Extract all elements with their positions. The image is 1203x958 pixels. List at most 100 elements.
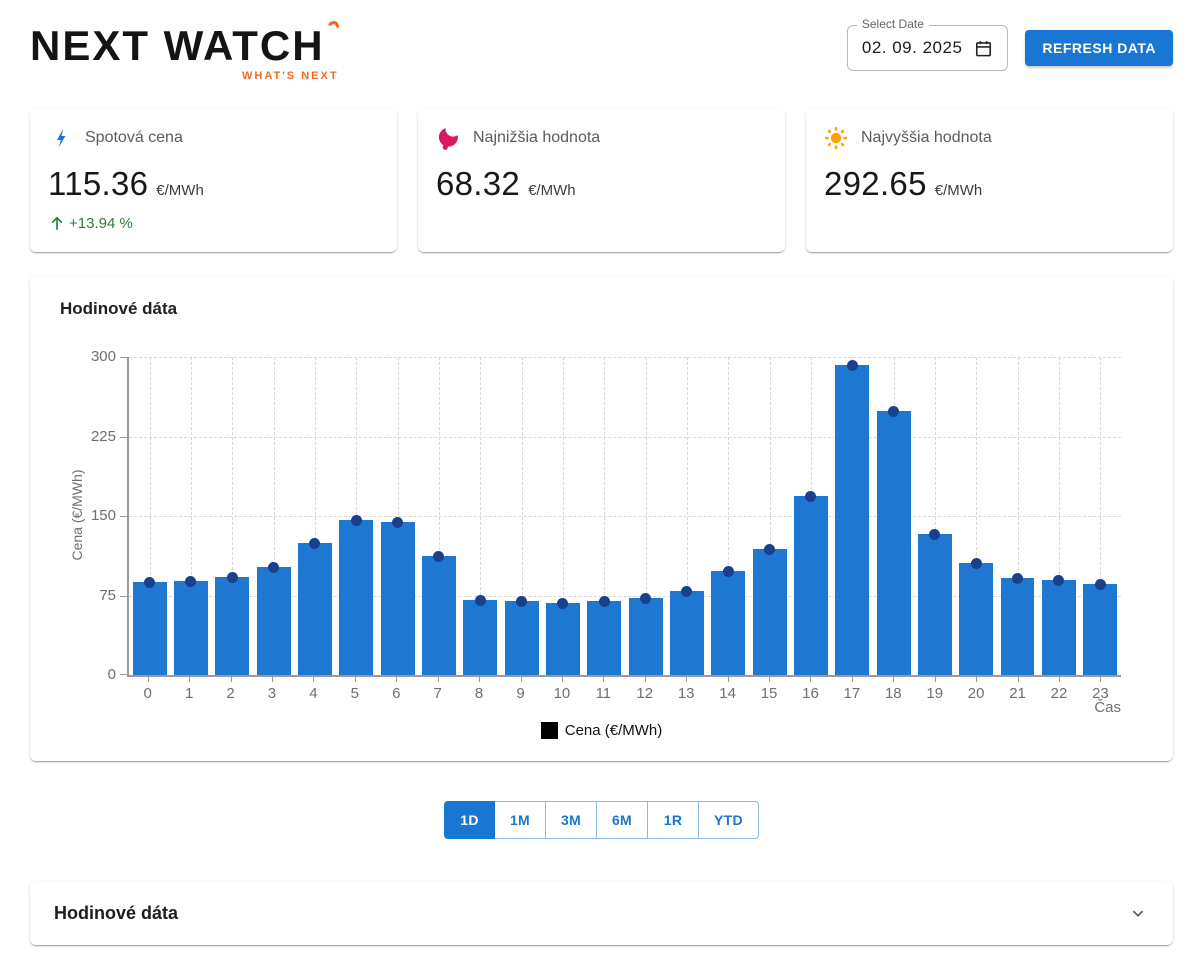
y-axis-tick — [120, 516, 129, 517]
bar-hour-6[interactable] — [380, 517, 415, 675]
gridline-v — [1100, 357, 1102, 675]
bar-slot — [832, 357, 873, 675]
header: NEXT WATCH WHAT'S NEXT Select Date 02. 0… — [0, 0, 1203, 82]
bar-slot — [129, 357, 170, 675]
bar-slot — [625, 357, 666, 675]
gridline-h — [129, 595, 1121, 597]
bar-hour-22[interactable] — [1041, 574, 1076, 675]
legend-swatch — [540, 722, 558, 739]
x-tick-label: 17 — [831, 677, 872, 702]
data-point — [350, 514, 362, 526]
x-tick-label: 16 — [790, 677, 831, 702]
x-axis-tick — [851, 677, 853, 682]
stat-card-spot-price: Spotová cena 115.36 €/MWh +13.94 % — [30, 109, 397, 252]
calendar-icon[interactable] — [974, 39, 993, 58]
sun-icon — [824, 126, 848, 150]
bar-hour-11[interactable] — [587, 595, 622, 675]
bar-hour-16[interactable] — [793, 491, 828, 675]
bar-hour-17[interactable] — [835, 359, 870, 675]
x-tick-label: 10 — [541, 677, 582, 702]
gridline-v — [314, 357, 316, 675]
y-tick-label: 150 — [90, 507, 116, 524]
gridline-h — [129, 516, 1121, 517]
gridline-v — [438, 357, 440, 675]
range-button-3m[interactable]: 3M — [546, 801, 597, 839]
x-axis-tick — [1100, 677, 1102, 682]
x-axis-tick — [561, 677, 563, 682]
bar-hour-14[interactable] — [711, 566, 746, 675]
x-tick-label: 0 — [127, 677, 168, 702]
gridline-v — [232, 357, 234, 675]
x-tick-label: 1 — [168, 677, 209, 702]
bar-hour-5[interactable] — [339, 514, 374, 675]
bar-hour-23[interactable] — [1083, 578, 1118, 675]
gridline-v — [934, 357, 936, 675]
bar-slot — [749, 357, 790, 675]
x-tick-label: 20 — [955, 677, 996, 702]
y-tick-label: 300 — [90, 348, 116, 365]
bar-hour-2[interactable] — [215, 572, 250, 675]
data-point — [681, 586, 693, 598]
stat-unit: €/MWh — [934, 182, 983, 199]
bar-hour-9[interactable] — [504, 596, 539, 675]
data-point — [516, 596, 528, 608]
x-tick-label: 9 — [500, 677, 541, 702]
bar-hour-12[interactable] — [628, 592, 663, 675]
bar-hour-1[interactable] — [174, 575, 208, 675]
x-axis-title: Čas — [1094, 699, 1121, 716]
bar-hour-0[interactable] — [132, 576, 167, 675]
x-tick-label: 6 — [376, 677, 417, 702]
data-point — [309, 537, 321, 549]
hourly-data-accordion[interactable]: Hodinové dáta — [30, 881, 1173, 945]
data-point — [185, 575, 197, 587]
bar-hour-10[interactable] — [546, 597, 580, 675]
x-tick-label: 12 — [624, 677, 665, 702]
range-button-1d[interactable]: 1D — [444, 801, 495, 839]
bar-slot — [790, 357, 831, 675]
chevron-down-icon[interactable] — [1127, 902, 1149, 924]
x-tick-label: 4 — [293, 677, 334, 702]
x-axis-tick — [810, 677, 812, 682]
bar-hour-15[interactable] — [752, 544, 787, 675]
data-point — [640, 592, 652, 604]
bar-slot — [377, 357, 418, 675]
bar-slot — [1080, 357, 1121, 675]
bar-hour-13[interactable] — [669, 586, 704, 675]
x-tick-label: 22 — [1038, 677, 1079, 702]
x-axis-tick — [437, 677, 439, 682]
bar-hour-18[interactable] — [876, 406, 911, 675]
stat-unit: €/MWh — [156, 182, 204, 199]
range-button-1m[interactable]: 1M — [495, 801, 546, 839]
x-tick-label: 23 — [1080, 677, 1121, 702]
x-axis-tick — [354, 677, 356, 682]
refresh-data-button[interactable]: REFRESH DATA — [1025, 30, 1173, 66]
range-button-6m[interactable]: 6M — [597, 801, 648, 839]
range-button-ytd[interactable]: YTD — [699, 801, 759, 839]
logo-swirl-icon — [325, 18, 341, 35]
data-point — [888, 406, 900, 418]
x-axis-tick — [147, 677, 149, 682]
header-controls: Select Date 02. 09. 2025 REFRESH DATA — [846, 17, 1173, 71]
bar-hour-7[interactable] — [422, 551, 456, 675]
y-axis-title: Cena (€/MWh) — [69, 469, 85, 561]
stat-card-max-value: Najvyššia hodnota 292.65 €/MWh — [806, 109, 1173, 252]
data-point — [722, 566, 734, 578]
data-point — [433, 551, 445, 563]
bar-hour-20[interactable] — [959, 557, 994, 675]
x-tick-label: 19 — [914, 677, 955, 702]
data-point — [846, 359, 858, 371]
stat-value: 292.65 — [824, 165, 927, 202]
x-tick-label: 2 — [210, 677, 251, 702]
bar-hour-4[interactable] — [298, 537, 332, 675]
x-axis-tick — [1017, 677, 1019, 682]
bar-hour-8[interactable] — [463, 595, 498, 675]
range-button-1r[interactable]: 1R — [648, 801, 699, 839]
bar-hour-21[interactable] — [1000, 573, 1035, 675]
bar-hour-3[interactable] — [256, 561, 291, 675]
bar-hour-19[interactable] — [917, 529, 952, 675]
date-picker[interactable]: Select Date 02. 09. 2025 — [846, 17, 1009, 71]
data-point — [598, 595, 610, 607]
data-point — [1012, 573, 1024, 585]
gridline-v — [562, 357, 564, 675]
